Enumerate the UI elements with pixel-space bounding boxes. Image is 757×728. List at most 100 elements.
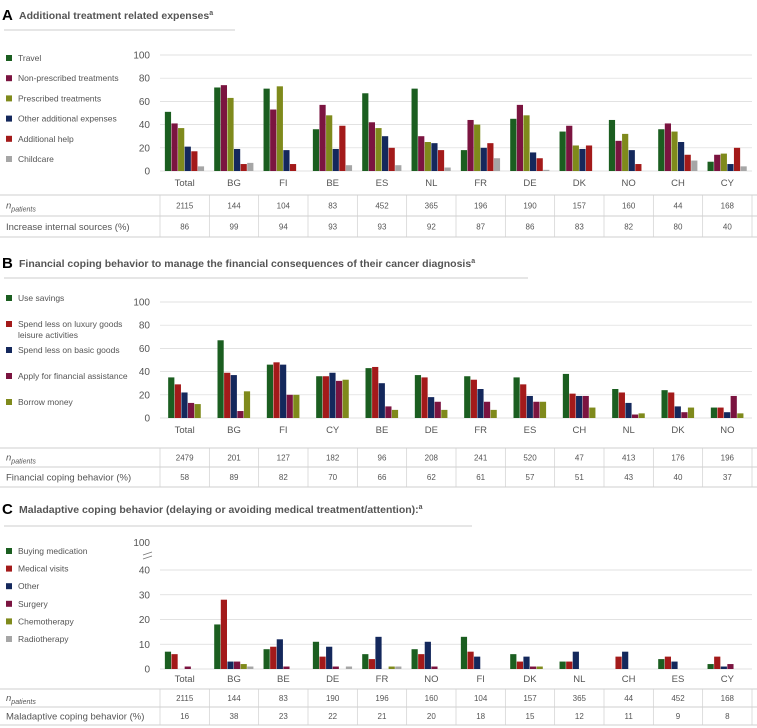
table-cell-n: 182 — [326, 454, 340, 463]
bar-no-4 — [635, 164, 642, 171]
table-cell-n: 144 — [227, 694, 241, 703]
bar-total-2 — [178, 128, 185, 171]
bar-fr-1 — [467, 119, 474, 171]
table-cell-n: 104 — [474, 694, 488, 703]
bar-es-2 — [375, 128, 382, 171]
legend-label: Surgery — [18, 599, 49, 609]
legend-swatch — [6, 618, 12, 625]
bar-be-1 — [270, 646, 277, 669]
bar-be-2 — [276, 639, 283, 669]
table-cell-percent: 93 — [328, 223, 337, 232]
category-label: BE — [277, 674, 290, 685]
bar-bg-0 — [214, 624, 221, 669]
bar-fi-0 — [266, 364, 274, 418]
table-cell-n: 241 — [474, 454, 488, 463]
legend-swatch — [6, 548, 12, 554]
bar-be-0 — [312, 129, 320, 171]
bar-bg-0 — [214, 87, 221, 171]
table-cell-n: 168 — [721, 694, 735, 703]
bar-de-5 — [543, 169, 550, 171]
bar-dk-4 — [536, 666, 543, 669]
bar-bg-1 — [224, 372, 231, 418]
panel-letter: C — [2, 501, 13, 518]
legend-label: Spend less on luxury goods leisure activi… — [18, 319, 122, 340]
bar-dk-4 — [585, 145, 593, 171]
bar-be-0 — [365, 368, 372, 418]
table-cell-percent: 40 — [723, 223, 732, 232]
bar-bg-1 — [220, 85, 227, 171]
bar-ch-4 — [684, 154, 691, 171]
table-cell-percent: 80 — [674, 223, 683, 232]
category-label: ES — [672, 674, 685, 685]
table-cell-percent: 99 — [230, 223, 239, 232]
bar-total-0 — [164, 651, 172, 669]
table-cell-n: 196 — [721, 454, 735, 463]
bar-cy-3 — [727, 664, 734, 669]
category-label: NL — [623, 425, 635, 436]
category-label: DK — [523, 674, 537, 685]
bar-de-3 — [434, 401, 441, 418]
bar-cy-0 — [316, 376, 323, 418]
bar-nl-0 — [612, 389, 619, 418]
bar-bg-5 — [247, 162, 254, 171]
bar-ch-0 — [562, 373, 570, 418]
table-cell-percent: 61 — [476, 473, 485, 482]
bar-be-2 — [378, 383, 385, 418]
bar-be-4 — [391, 409, 399, 418]
bar-fr-4 — [487, 143, 494, 171]
bar-fr-1 — [470, 379, 477, 418]
table-cell-n: 365 — [425, 202, 439, 211]
category-label: ES — [524, 425, 537, 436]
bar-de-4 — [441, 409, 448, 418]
bar-dk-0 — [661, 390, 668, 418]
bar-bg-1 — [220, 599, 227, 669]
bar-fi-3 — [283, 150, 290, 171]
category-label: FR — [474, 425, 487, 436]
table-cell-n: 83 — [279, 694, 288, 703]
table-cell-n: 168 — [721, 202, 735, 211]
legend-swatch — [6, 321, 12, 327]
bar-nl-2 — [625, 402, 632, 418]
bar-es-5 — [395, 165, 402, 171]
bar-cy-1 — [322, 376, 329, 418]
category-label: FR — [376, 674, 389, 685]
bar-ch-3 — [678, 142, 685, 171]
table-cell-percent: 87 — [476, 223, 485, 232]
category-label: BE — [326, 178, 339, 189]
bar-bg-3 — [234, 148, 241, 171]
n-patients-label: npatients — [6, 453, 36, 466]
bar-de-1 — [319, 656, 326, 669]
legend-swatch — [6, 135, 12, 142]
y-tick-label-break: 100 — [133, 538, 150, 549]
bar-es-1 — [664, 656, 671, 669]
bar-fr-3 — [480, 147, 487, 171]
bar-fr-0 — [362, 654, 369, 669]
bar-fi-2 — [474, 656, 481, 669]
table-cell-percent: 43 — [624, 473, 633, 482]
legend-label: Apply for financial assistance — [18, 371, 128, 381]
category-label: CY — [721, 674, 735, 685]
table-cell-percent: 20 — [427, 712, 436, 721]
category-label: FR — [474, 178, 487, 189]
y-tick-label: 100 — [133, 51, 150, 62]
bar-be-5 — [345, 165, 353, 171]
bar-ch-3 — [582, 395, 589, 418]
bar-fi-1 — [270, 109, 277, 171]
bar-de-1 — [516, 104, 523, 171]
bar-cy-2 — [720, 153, 727, 171]
bar-fi-2 — [280, 364, 287, 418]
bar-no-3 — [628, 150, 635, 171]
bar-nl-0 — [559, 661, 566, 669]
table-cell-percent: 57 — [526, 473, 535, 482]
table-cell-n: 157 — [523, 694, 537, 703]
bar-fi-3 — [286, 394, 293, 418]
bar-de-0 — [312, 641, 320, 669]
category-label: CH — [572, 425, 586, 436]
category-label: CY — [721, 178, 735, 189]
category-label: FI — [279, 178, 287, 189]
axis-break-icon — [142, 551, 153, 560]
table-cell-percent: 70 — [328, 473, 337, 482]
legend-label: Radiotherapy — [18, 634, 69, 644]
bar-de-3 — [530, 152, 537, 171]
bar-de-4 — [536, 158, 543, 171]
